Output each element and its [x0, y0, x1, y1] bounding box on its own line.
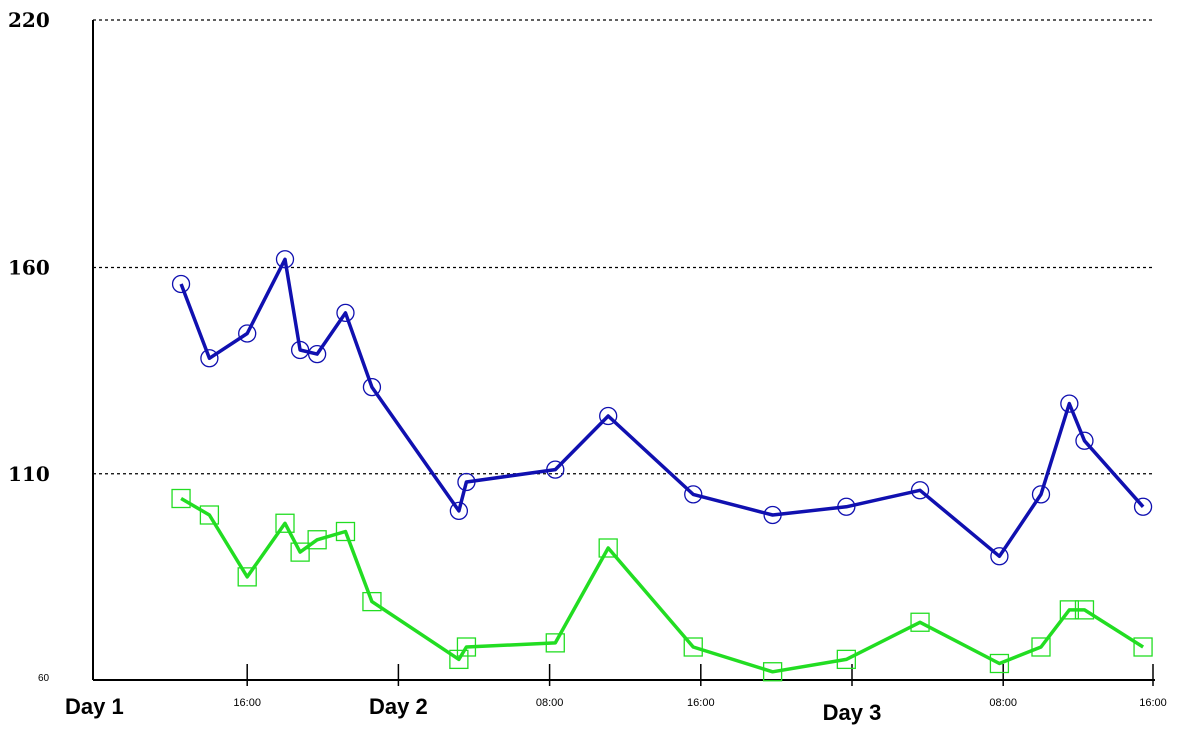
data-point: [457, 472, 476, 492]
data-point: [171, 274, 191, 294]
data-point: [290, 542, 310, 562]
data-point: [1133, 497, 1153, 516]
data-point: [336, 303, 355, 323]
data-point: [684, 485, 703, 504]
data-point: [990, 547, 1009, 566]
data-point: [449, 649, 469, 670]
x-tick-label: 16:00: [1139, 697, 1167, 709]
data-point: [200, 349, 219, 368]
data-point: [456, 637, 477, 657]
series-line: [180, 496, 1145, 674]
data-point: [1059, 600, 1079, 620]
data-point: [1031, 485, 1051, 504]
data-point: [1074, 600, 1095, 620]
data-point: [837, 497, 856, 516]
x-axis-ticks: 16:00 08:00 16:00 08:00 16:00 Day 1 Day 2 Day 3: [65, 664, 1167, 725]
day-label: Day 1: [65, 694, 124, 719]
y-tick-label: 110: [8, 462, 50, 486]
x-tick-label: 16:00: [687, 697, 715, 709]
data-point: [171, 488, 191, 509]
data-point: [307, 530, 327, 550]
day-label: Day 3: [823, 700, 882, 725]
data-point: [683, 637, 703, 657]
data-point: [290, 340, 310, 360]
data-point: [362, 377, 382, 397]
series-1: [171, 250, 1153, 566]
y-tick-label: 160: [8, 256, 50, 280]
data-point: [545, 633, 565, 653]
data-point: [199, 505, 220, 525]
series-line: [179, 257, 1145, 559]
data-point: [335, 521, 356, 542]
data-point: [836, 649, 856, 670]
data-point: [1031, 637, 1051, 657]
day-label: Day 2: [369, 694, 428, 719]
data-point: [910, 612, 930, 632]
y-axis-ticks: 220 160 110 60: [8, 8, 50, 684]
data-point: [238, 324, 257, 343]
data-point: [362, 591, 382, 612]
data-point: [237, 567, 257, 587]
data-point: [275, 513, 295, 533]
x-tick-label: 08:00: [989, 697, 1017, 709]
data-point: [989, 653, 1010, 674]
data-point: [275, 250, 295, 269]
y-tick-label: 60: [38, 673, 50, 684]
data-point: [598, 538, 618, 558]
series-2: [171, 488, 1153, 682]
x-tick-label: 16:00: [233, 697, 261, 709]
data-point: [546, 460, 565, 479]
gridlines: [93, 19, 1155, 475]
data-point: [1133, 637, 1153, 657]
data-point: [449, 501, 469, 521]
data-point: [763, 505, 782, 525]
data-point: [910, 481, 930, 500]
data-point: [762, 662, 783, 682]
data-point: [307, 344, 327, 364]
data-point: [1075, 431, 1094, 450]
x-tick-label: 08:00: [536, 697, 564, 709]
data-point: [1060, 394, 1079, 413]
series-group: [171, 250, 1153, 682]
y-tick-label: 220: [8, 8, 50, 32]
data-point: [599, 406, 618, 426]
